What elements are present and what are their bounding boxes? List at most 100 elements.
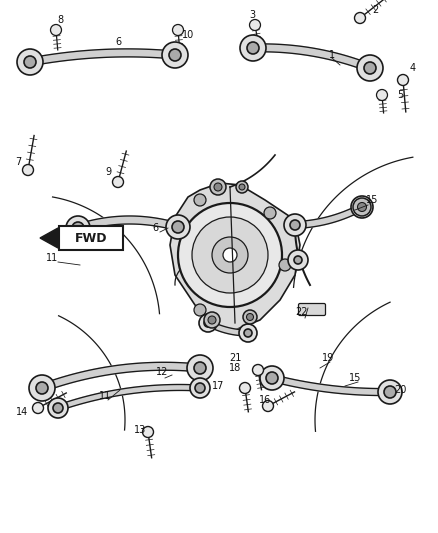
Circle shape xyxy=(50,25,61,36)
Circle shape xyxy=(244,311,256,323)
Polygon shape xyxy=(78,216,178,232)
Text: 14: 14 xyxy=(16,407,28,417)
Circle shape xyxy=(194,304,206,316)
Circle shape xyxy=(72,222,84,234)
Text: 12: 12 xyxy=(156,367,168,377)
Circle shape xyxy=(187,355,213,381)
Text: 6: 6 xyxy=(152,223,158,233)
Polygon shape xyxy=(170,183,300,330)
Circle shape xyxy=(178,203,282,307)
Circle shape xyxy=(290,220,300,230)
Circle shape xyxy=(212,237,248,273)
Text: 10: 10 xyxy=(182,30,194,40)
Circle shape xyxy=(36,382,48,394)
Polygon shape xyxy=(207,320,249,336)
Circle shape xyxy=(214,183,222,191)
Polygon shape xyxy=(252,44,371,72)
Circle shape xyxy=(204,312,220,328)
Text: 8: 8 xyxy=(57,15,63,25)
Text: 21: 21 xyxy=(229,353,241,363)
Text: 19: 19 xyxy=(322,353,334,363)
Circle shape xyxy=(357,202,367,212)
Text: 7: 7 xyxy=(15,157,21,167)
Circle shape xyxy=(199,314,217,332)
Text: 2: 2 xyxy=(372,5,378,15)
Circle shape xyxy=(357,203,367,212)
Text: 3: 3 xyxy=(249,10,255,20)
Circle shape xyxy=(113,176,124,188)
Circle shape xyxy=(260,366,284,390)
Circle shape xyxy=(243,310,257,324)
Text: 16: 16 xyxy=(259,395,271,405)
Circle shape xyxy=(353,198,371,216)
Circle shape xyxy=(190,378,210,398)
Text: 13: 13 xyxy=(134,425,146,435)
Polygon shape xyxy=(30,49,175,66)
Circle shape xyxy=(208,316,216,324)
Circle shape xyxy=(204,319,212,327)
Circle shape xyxy=(252,365,264,376)
Circle shape xyxy=(357,55,383,81)
Circle shape xyxy=(166,215,190,239)
Circle shape xyxy=(192,217,268,293)
Circle shape xyxy=(294,256,302,264)
Circle shape xyxy=(364,62,376,74)
Text: FWD: FWD xyxy=(75,231,107,245)
Text: 20: 20 xyxy=(394,385,406,395)
Polygon shape xyxy=(57,384,201,411)
Circle shape xyxy=(264,207,276,219)
Polygon shape xyxy=(40,228,90,248)
Polygon shape xyxy=(42,362,201,392)
FancyBboxPatch shape xyxy=(59,226,123,250)
Circle shape xyxy=(384,386,396,398)
Circle shape xyxy=(279,259,291,271)
Circle shape xyxy=(240,35,266,61)
Circle shape xyxy=(351,196,373,218)
Circle shape xyxy=(142,426,153,438)
Circle shape xyxy=(173,25,184,36)
Text: 9: 9 xyxy=(105,167,111,177)
Circle shape xyxy=(29,375,55,401)
Circle shape xyxy=(194,194,206,206)
Text: 11: 11 xyxy=(46,253,58,263)
Circle shape xyxy=(194,362,206,374)
Circle shape xyxy=(66,216,90,240)
Circle shape xyxy=(284,214,306,236)
Text: 17: 17 xyxy=(212,381,224,391)
Text: 1: 1 xyxy=(329,50,335,60)
FancyBboxPatch shape xyxy=(299,303,325,316)
Text: 22: 22 xyxy=(296,307,308,317)
Circle shape xyxy=(378,380,402,404)
Circle shape xyxy=(247,313,254,320)
Circle shape xyxy=(195,383,205,393)
Circle shape xyxy=(223,248,237,262)
Circle shape xyxy=(262,400,273,411)
Circle shape xyxy=(288,250,308,270)
Circle shape xyxy=(239,184,245,190)
Text: 6: 6 xyxy=(115,37,121,47)
Circle shape xyxy=(250,20,261,30)
Circle shape xyxy=(377,90,388,101)
Circle shape xyxy=(24,56,36,68)
Circle shape xyxy=(48,398,68,418)
Circle shape xyxy=(17,49,43,75)
Polygon shape xyxy=(272,375,390,395)
Circle shape xyxy=(22,165,33,175)
Circle shape xyxy=(240,383,251,393)
Circle shape xyxy=(266,372,278,384)
Circle shape xyxy=(172,221,184,233)
Text: 5: 5 xyxy=(397,90,403,100)
Circle shape xyxy=(354,12,365,23)
Text: 18: 18 xyxy=(229,363,241,373)
Circle shape xyxy=(210,179,226,195)
Circle shape xyxy=(32,402,43,414)
Text: 11: 11 xyxy=(99,391,111,401)
Circle shape xyxy=(236,181,248,193)
Circle shape xyxy=(53,403,63,413)
Circle shape xyxy=(162,42,188,68)
Circle shape xyxy=(247,42,259,54)
Circle shape xyxy=(398,75,409,85)
Circle shape xyxy=(239,324,257,342)
Text: 4: 4 xyxy=(410,63,416,73)
Text: 15: 15 xyxy=(349,373,361,383)
